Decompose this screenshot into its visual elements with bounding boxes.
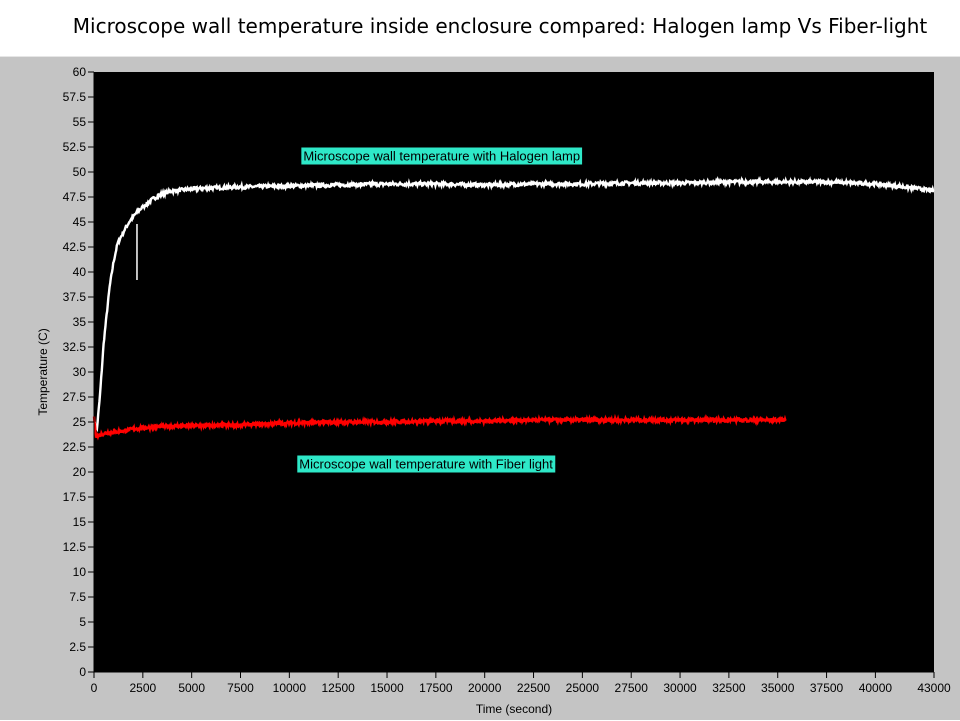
annotation-background (297, 455, 556, 473)
y-tick-label: 30 (73, 365, 87, 379)
x-axis-title: Time (second) (476, 702, 552, 716)
series-0 (92, 175, 935, 433)
y-tick-label: 47.5 (63, 190, 87, 204)
x-tick-label: 32500 (712, 681, 746, 695)
plot-area (94, 72, 934, 672)
annotation-label: Microscope wall temperature with Halogen… (303, 149, 580, 164)
y-tick-label: 45 (73, 215, 87, 229)
y-tick-label: 7.5 (69, 590, 86, 604)
x-tick-label: 15000 (370, 681, 404, 695)
y-tick-label: 25 (73, 415, 87, 429)
slide-title: Microscope wall temperature inside enclo… (72, 14, 928, 38)
y-tick-label: 0 (79, 665, 86, 679)
annotation-label: Microscope wall temperature with Fiber l… (299, 457, 553, 472)
y-axis-title: Temperature (C) (36, 328, 50, 415)
y-tick-label: 10 (73, 565, 87, 579)
y-tick-label: 27.5 (63, 390, 87, 404)
y-tick-label: 50 (73, 165, 87, 179)
chart-frame: Microscope wall temperature with Halogen… (0, 56, 960, 720)
y-tick-label: 40 (73, 265, 87, 279)
x-tick-label: 20000 (468, 681, 502, 695)
y-tick-label: 57.5 (63, 90, 87, 104)
y-tick-label: 17.5 (63, 490, 87, 504)
y-tick-label: 35 (73, 315, 87, 329)
x-tick-label: 30000 (663, 681, 697, 695)
x-tick-label: 43000 (917, 681, 951, 695)
x-tick-label: 12500 (321, 681, 355, 695)
y-tick-label: 32.5 (63, 340, 87, 354)
x-tick-label: 2500 (129, 681, 156, 695)
chart-svg: Microscope wall temperature with Halogen… (36, 65, 951, 716)
series-layer (92, 175, 935, 441)
annotation-background (301, 147, 583, 165)
y-tick-label: 5 (79, 615, 86, 629)
y-tick-label: 42.5 (63, 240, 87, 254)
y-tick-label: 22.5 (63, 440, 87, 454)
x-tick-label: 0 (91, 681, 98, 695)
y-tick-label: 55 (73, 115, 87, 129)
y-tick-label: 52.5 (63, 140, 87, 154)
series-1-line (92, 413, 787, 441)
x-tick-label: 27500 (615, 681, 649, 695)
x-tick-label: 22500 (517, 681, 551, 695)
axes-layer: 02.557.51012.51517.52022.52527.53032.535… (63, 65, 951, 695)
annotation-0: Microscope wall temperature with Halogen… (301, 147, 583, 165)
y-tick-label: 60 (73, 65, 87, 79)
x-tick-label: 25000 (566, 681, 600, 695)
series-0-line (92, 175, 935, 433)
x-tick-label: 10000 (273, 681, 307, 695)
x-tick-label: 17500 (419, 681, 453, 695)
x-tick-label: 5000 (178, 681, 205, 695)
y-tick-label: 20 (73, 465, 87, 479)
x-tick-label: 35000 (761, 681, 795, 695)
annotation-1: Microscope wall temperature with Fiber l… (297, 455, 556, 473)
annotation-layer: Microscope wall temperature with Halogen… (297, 147, 583, 473)
y-tick-label: 2.5 (69, 640, 86, 654)
x-tick-label: 40000 (859, 681, 893, 695)
y-tick-label: 12.5 (63, 540, 87, 554)
y-tick-label: 15 (73, 515, 87, 529)
y-tick-label: 37.5 (63, 290, 87, 304)
series-1 (92, 413, 787, 441)
x-tick-label: 37500 (810, 681, 844, 695)
x-tick-label: 7500 (227, 681, 254, 695)
